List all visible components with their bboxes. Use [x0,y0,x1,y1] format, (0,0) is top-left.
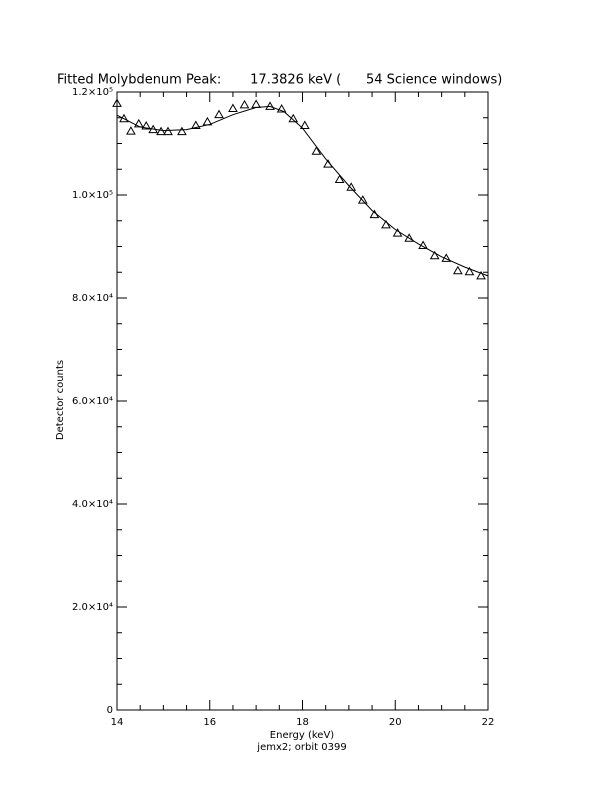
subtitle: jemx2; orbit 0399 [256,742,346,753]
data-point [239,99,250,109]
data-point [357,195,368,204]
data-point [299,120,310,129]
data-point [112,98,122,107]
data-point [163,126,173,136]
y-tick-label: 0 [107,705,113,716]
data-point [381,219,391,229]
data-point [311,146,322,155]
x-axis-label: Energy (keV) [270,730,335,741]
data-point [476,270,486,280]
data-point [228,103,238,112]
data-point [276,103,287,113]
y-tick-label: 6.0×10⁴ [72,396,113,407]
data-point [126,126,136,135]
x-tick-label: 18 [296,717,309,728]
data-point [119,113,129,123]
y-tick-label: 4.0×10⁴ [72,499,113,510]
data-point [141,120,152,130]
data-point [404,233,415,242]
data-point [452,265,463,275]
y-axis-label: Detector counts [55,360,66,440]
x-tick-label: 14 [111,717,124,728]
data-point [265,101,275,110]
data-point [464,266,475,276]
x-tick-label: 16 [203,717,216,728]
data-point [346,182,357,191]
x-tick-label: 22 [482,717,495,728]
data-point [251,99,261,108]
data-point [429,250,440,260]
y-tick-label: 1.0×10⁵ [72,190,113,201]
data-point [334,174,345,184]
y-tick-label: 1.2×10⁵ [72,87,113,98]
y-tick-label: 8.0×10⁴ [72,293,113,304]
data-point [156,126,166,136]
chart-title: Fitted Molybdenum Peak: 17.3826 keV ( 54… [57,73,502,88]
x-tick-label: 20 [389,717,402,728]
data-point [133,118,144,128]
plot-frame [116,91,489,711]
data-point [214,109,224,119]
fit-line [116,105,489,277]
data-point [177,126,187,136]
y-tick-label: 2.0×10⁴ [72,602,113,613]
data-point [190,120,201,129]
data-point [288,113,299,123]
